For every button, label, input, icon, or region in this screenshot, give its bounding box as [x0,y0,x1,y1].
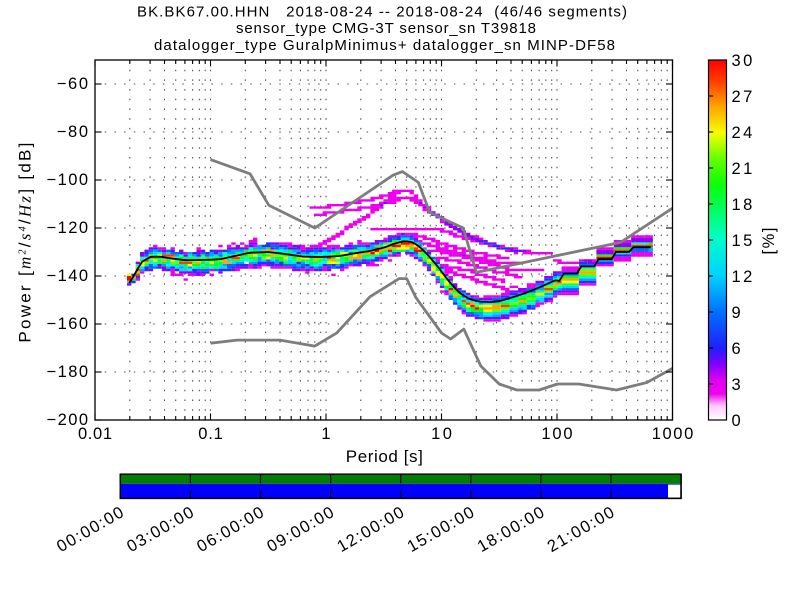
svg-text:[%]: [%] [760,228,778,255]
svg-text:−180: −180 [47,363,89,381]
svg-text:−100: −100 [47,171,89,189]
svg-text:datalogger_type GuralpMinimus+: datalogger_type GuralpMinimus+ datalogge… [154,37,615,54]
svg-text:0.1: 0.1 [198,425,223,443]
svg-text:1: 1 [321,425,330,443]
svg-text:1000: 1000 [652,425,694,443]
svg-text:−200: −200 [47,411,89,429]
svg-text:−140: −140 [47,267,89,285]
svg-text:Period [s]: Period [s] [346,447,423,466]
svg-text:−160: −160 [47,315,89,333]
svg-text:sensor_type CMG-3T sensor_sn T: sensor_type CMG-3T sensor_sn T39818 [236,20,536,37]
svg-text:Power [m2/s4/Hz] [dB]: Power [m2/s4/Hz] [dB] [16,143,35,343]
svg-text:BK.BK67.00.HHN 2018-08-24 --: BK.BK67.00.HHN 2018-08-24 -- 2018-08-24 … [137,4,627,21]
svg-text:0: 0 [732,412,741,430]
svg-text:0.01: 0.01 [78,425,112,443]
svg-text:9: 9 [732,304,741,322]
svg-text:−60: −60 [57,75,88,93]
svg-text:6: 6 [732,340,741,358]
svg-text:−120: −120 [47,219,89,237]
svg-text:−80: −80 [57,123,88,141]
svg-text:3: 3 [732,376,741,394]
svg-text:100: 100 [541,425,572,443]
